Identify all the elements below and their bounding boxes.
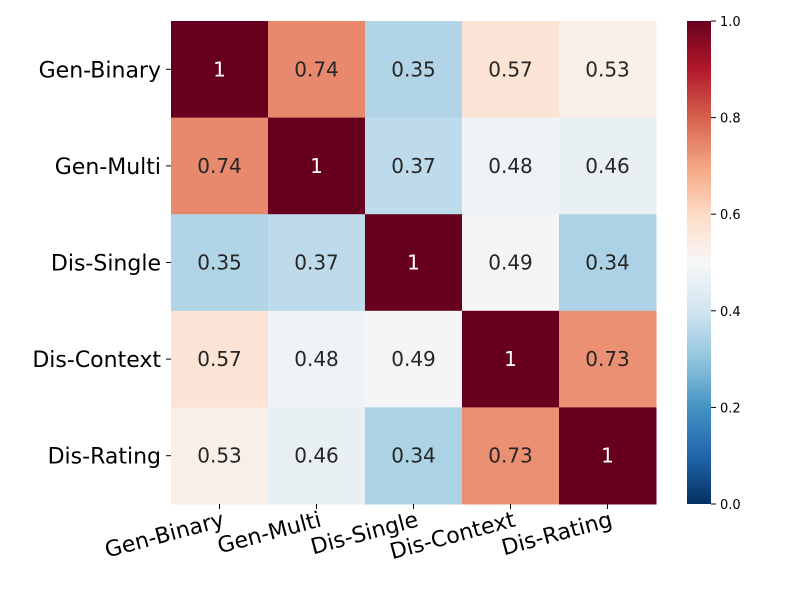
cell-label-r3-c2: 0.49 [391,347,436,371]
cell-r3-c3 [462,310,560,408]
colorbar-bar [687,21,711,504]
cell-label-r1-c2: 0.37 [391,154,436,178]
cell-r2-c1 [268,214,366,312]
x-axis-labels: Gen-BinaryGen-MultiDis-SingleDis-Context… [102,504,615,565]
heatmap-cells [171,21,657,505]
cell-r3-c2 [365,310,463,408]
y-tick-label-0: Gen-Binary [39,58,161,83]
cell-label-r4-c2: 0.34 [391,444,436,468]
colorbar-tick-label-4: 0.8 [720,112,741,127]
colorbar-tick-label-5: 1.0 [720,15,741,30]
x-tick-label-4: Dis-Rating [499,508,615,561]
cell-label-r2-c3: 0.49 [488,251,533,275]
colorbar: 0.0 0.2 0.4 0.6 0.8 1.0 [687,15,741,513]
cell-r3-c0 [171,310,269,408]
cell-label-r0-c4: 0.53 [585,57,630,81]
cell-r1-c0 [171,117,269,215]
colorbar-tick-label-1: 0.2 [720,401,741,416]
cell-r4-c0 [171,407,269,505]
cell-r4-c2 [365,407,463,505]
cell-r4-c1 [268,407,366,505]
cell-r0-c1 [268,21,366,119]
cell-label-r2-c2: 1 [407,251,420,275]
x-tick-label-0: Gen-Binary [102,508,227,564]
heatmap-cell-labels: 1 0.74 0.35 0.57 0.53 0.74 1 0.37 0.48 0.46 0.35 0.… [197,57,630,467]
cell-r0-c0 [171,21,269,119]
cell-r4-c4 [559,407,657,505]
cell-label-r2-c4: 0.34 [585,251,630,275]
cell-label-r2-c0: 0.35 [197,251,242,275]
cell-label-r1-c4: 0.46 [585,154,630,178]
cell-label-r1-c1: 1 [310,154,323,178]
cell-label-r1-c3: 0.48 [488,154,533,178]
cell-label-r0-c0: 1 [213,57,226,81]
colorbar-tick-label-0: 0.0 [720,498,741,513]
cell-label-r4-c0: 0.53 [197,444,242,468]
y-tick-label-2: Dis-Single [51,252,161,277]
cell-r2-c4 [559,214,657,312]
cell-r0-c3 [462,21,560,119]
y-tick-label-3: Dis-Context [32,348,161,373]
cell-label-r4-c3: 0.73 [488,444,533,468]
cell-r1-c4 [559,117,657,215]
cell-label-r3-c3: 1 [504,347,517,371]
cell-r3-c1 [268,310,366,408]
cell-label-r4-c1: 0.46 [294,444,339,468]
cell-r1-c1 [268,117,366,215]
cell-r0-c4 [559,21,657,119]
cell-r2-c0 [171,214,269,312]
cell-label-r0-c2: 0.35 [391,57,436,81]
cell-label-r0-c1: 0.74 [294,57,339,81]
cell-label-r0-c3: 0.57 [488,57,533,81]
cell-label-r3-c0: 0.57 [197,347,242,371]
cell-r1-c3 [462,117,560,215]
cell-r2-c2 [365,214,463,312]
cell-r0-c2 [365,21,463,119]
colorbar-tick-label-2: 0.4 [720,305,741,320]
colorbar-tick-label-3: 0.6 [720,208,741,223]
cell-label-r3-c1: 0.48 [294,347,339,371]
cell-r1-c2 [365,117,463,215]
cell-r4-c3 [462,407,560,505]
y-axis-labels: Gen-Binary Gen-Multi Dis-Single Dis-Context… [32,58,171,470]
y-tick-label-1: Gen-Multi [55,155,161,180]
y-tick-label-4: Dis-Rating [48,445,161,470]
cell-r2-c3 [462,214,560,312]
cell-r3-c4 [559,310,657,408]
cell-label-r2-c1: 0.37 [294,251,339,275]
cell-label-r3-c4: 0.73 [585,347,630,371]
cell-label-r4-c4: 1 [601,444,614,468]
x-tick-label-1: Gen-Multi [215,508,324,560]
cell-label-r1-c0: 0.74 [197,154,242,178]
